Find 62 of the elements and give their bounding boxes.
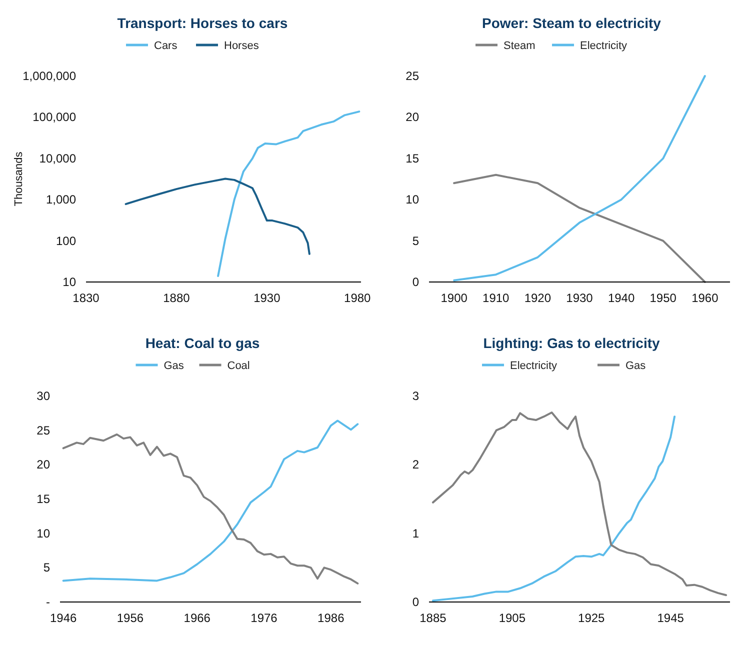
x-tick-label: 1905 (498, 611, 526, 625)
x-tick-label: 1930 (566, 291, 594, 305)
x-tick-label: 1885 (420, 611, 447, 625)
chart-title: Power: Steam to electricity (482, 15, 662, 31)
y-tick-label: 100,000 (32, 110, 76, 124)
x-tick-label: 1910 (482, 291, 510, 305)
x-tick-label: 1925 (578, 611, 606, 625)
y-tick-label: 5 (412, 234, 420, 248)
y-tick-label: 0 (412, 595, 420, 609)
x-tick-label: 1980 (344, 291, 372, 305)
y-tick-label: 20 (406, 110, 420, 124)
line-series (453, 75, 706, 282)
x-tick-label: 1946 (50, 611, 78, 625)
chart-title: Transport: Horses to cars (117, 15, 288, 31)
line-series (432, 411, 728, 596)
y-tick-label: 1,000 (46, 192, 76, 207)
x-tick-label: 1900 (440, 291, 468, 305)
y-tick-label: 3 (412, 389, 420, 403)
x-tick-label: 1945 (657, 611, 684, 625)
legend-label: Coal (227, 360, 250, 372)
legend-label: Gas (626, 360, 646, 372)
x-tick-label: 1986 (318, 611, 345, 625)
x-tick-label: 1950 (650, 291, 677, 305)
y-tick-label: 25 (36, 423, 50, 438)
y-tick-label: 30 (36, 389, 50, 403)
y-tick-label: 10 (36, 526, 50, 540)
legend-label: Gas (164, 360, 184, 372)
x-tick-label: 1956 (116, 611, 144, 625)
y-tick-label: 2 (412, 458, 420, 472)
x-tick-label: 1920 (524, 291, 552, 305)
legend-label: Horses (224, 40, 260, 52)
y-tick-label: 0 (412, 275, 420, 289)
y-tick-label: 15 (406, 151, 420, 166)
line-series (217, 110, 360, 277)
y-tick-label: 10 (406, 192, 420, 207)
y-tick-label: 10 (62, 275, 76, 289)
legend-label: Cars (154, 40, 178, 52)
y-tick-label: 1,000,000 (22, 69, 76, 83)
x-tick-label: 1930 (254, 291, 281, 305)
line-series (124, 178, 310, 255)
y-tick-label: - (46, 595, 50, 609)
x-tick-label: 1830 (72, 291, 100, 305)
y-axis-title: Thousands (13, 151, 25, 206)
x-tick-label: 1976 (250, 611, 278, 625)
y-tick-label: 5 (43, 560, 50, 575)
chart-title: Lighting: Gas to electricity (483, 335, 660, 351)
x-tick-label: 1940 (608, 291, 635, 305)
x-tick-label: 1966 (184, 611, 211, 625)
y-tick-label: 15 (36, 492, 50, 506)
legend-label: Electricity (510, 360, 558, 372)
y-tick-label: 100 (56, 234, 76, 248)
y-tick-label: 10,000 (39, 151, 76, 166)
chart-title: Heat: Coal to gas (145, 335, 260, 351)
x-tick-label: 1960 (692, 291, 719, 305)
legend-label: Steam (504, 40, 536, 52)
y-tick-label: 25 (406, 69, 420, 83)
line-series (432, 416, 676, 602)
line-series (453, 174, 706, 283)
x-tick-label: 1880 (163, 291, 190, 305)
y-tick-label: 20 (36, 458, 50, 472)
y-tick-label: 1 (412, 526, 420, 540)
legend-label: Electricity (580, 40, 628, 52)
